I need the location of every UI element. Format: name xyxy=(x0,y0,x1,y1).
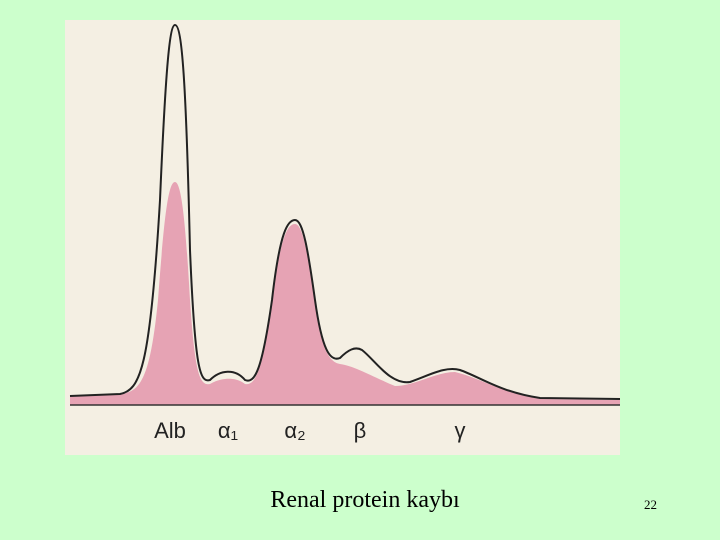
figure: Alb α₁ α₂ β γ xyxy=(65,20,620,455)
peak-label: Alb xyxy=(154,418,186,443)
peak-label: β xyxy=(354,418,367,443)
peak-label: α₂ xyxy=(284,418,305,443)
outline-curve xyxy=(69,23,620,400)
slide-number: 22 xyxy=(644,497,657,512)
peak-label: α₁ xyxy=(218,418,238,443)
filled-curve xyxy=(70,182,620,405)
caption: Renal protein kaybı xyxy=(270,487,460,513)
peak-label: γ xyxy=(455,418,466,443)
